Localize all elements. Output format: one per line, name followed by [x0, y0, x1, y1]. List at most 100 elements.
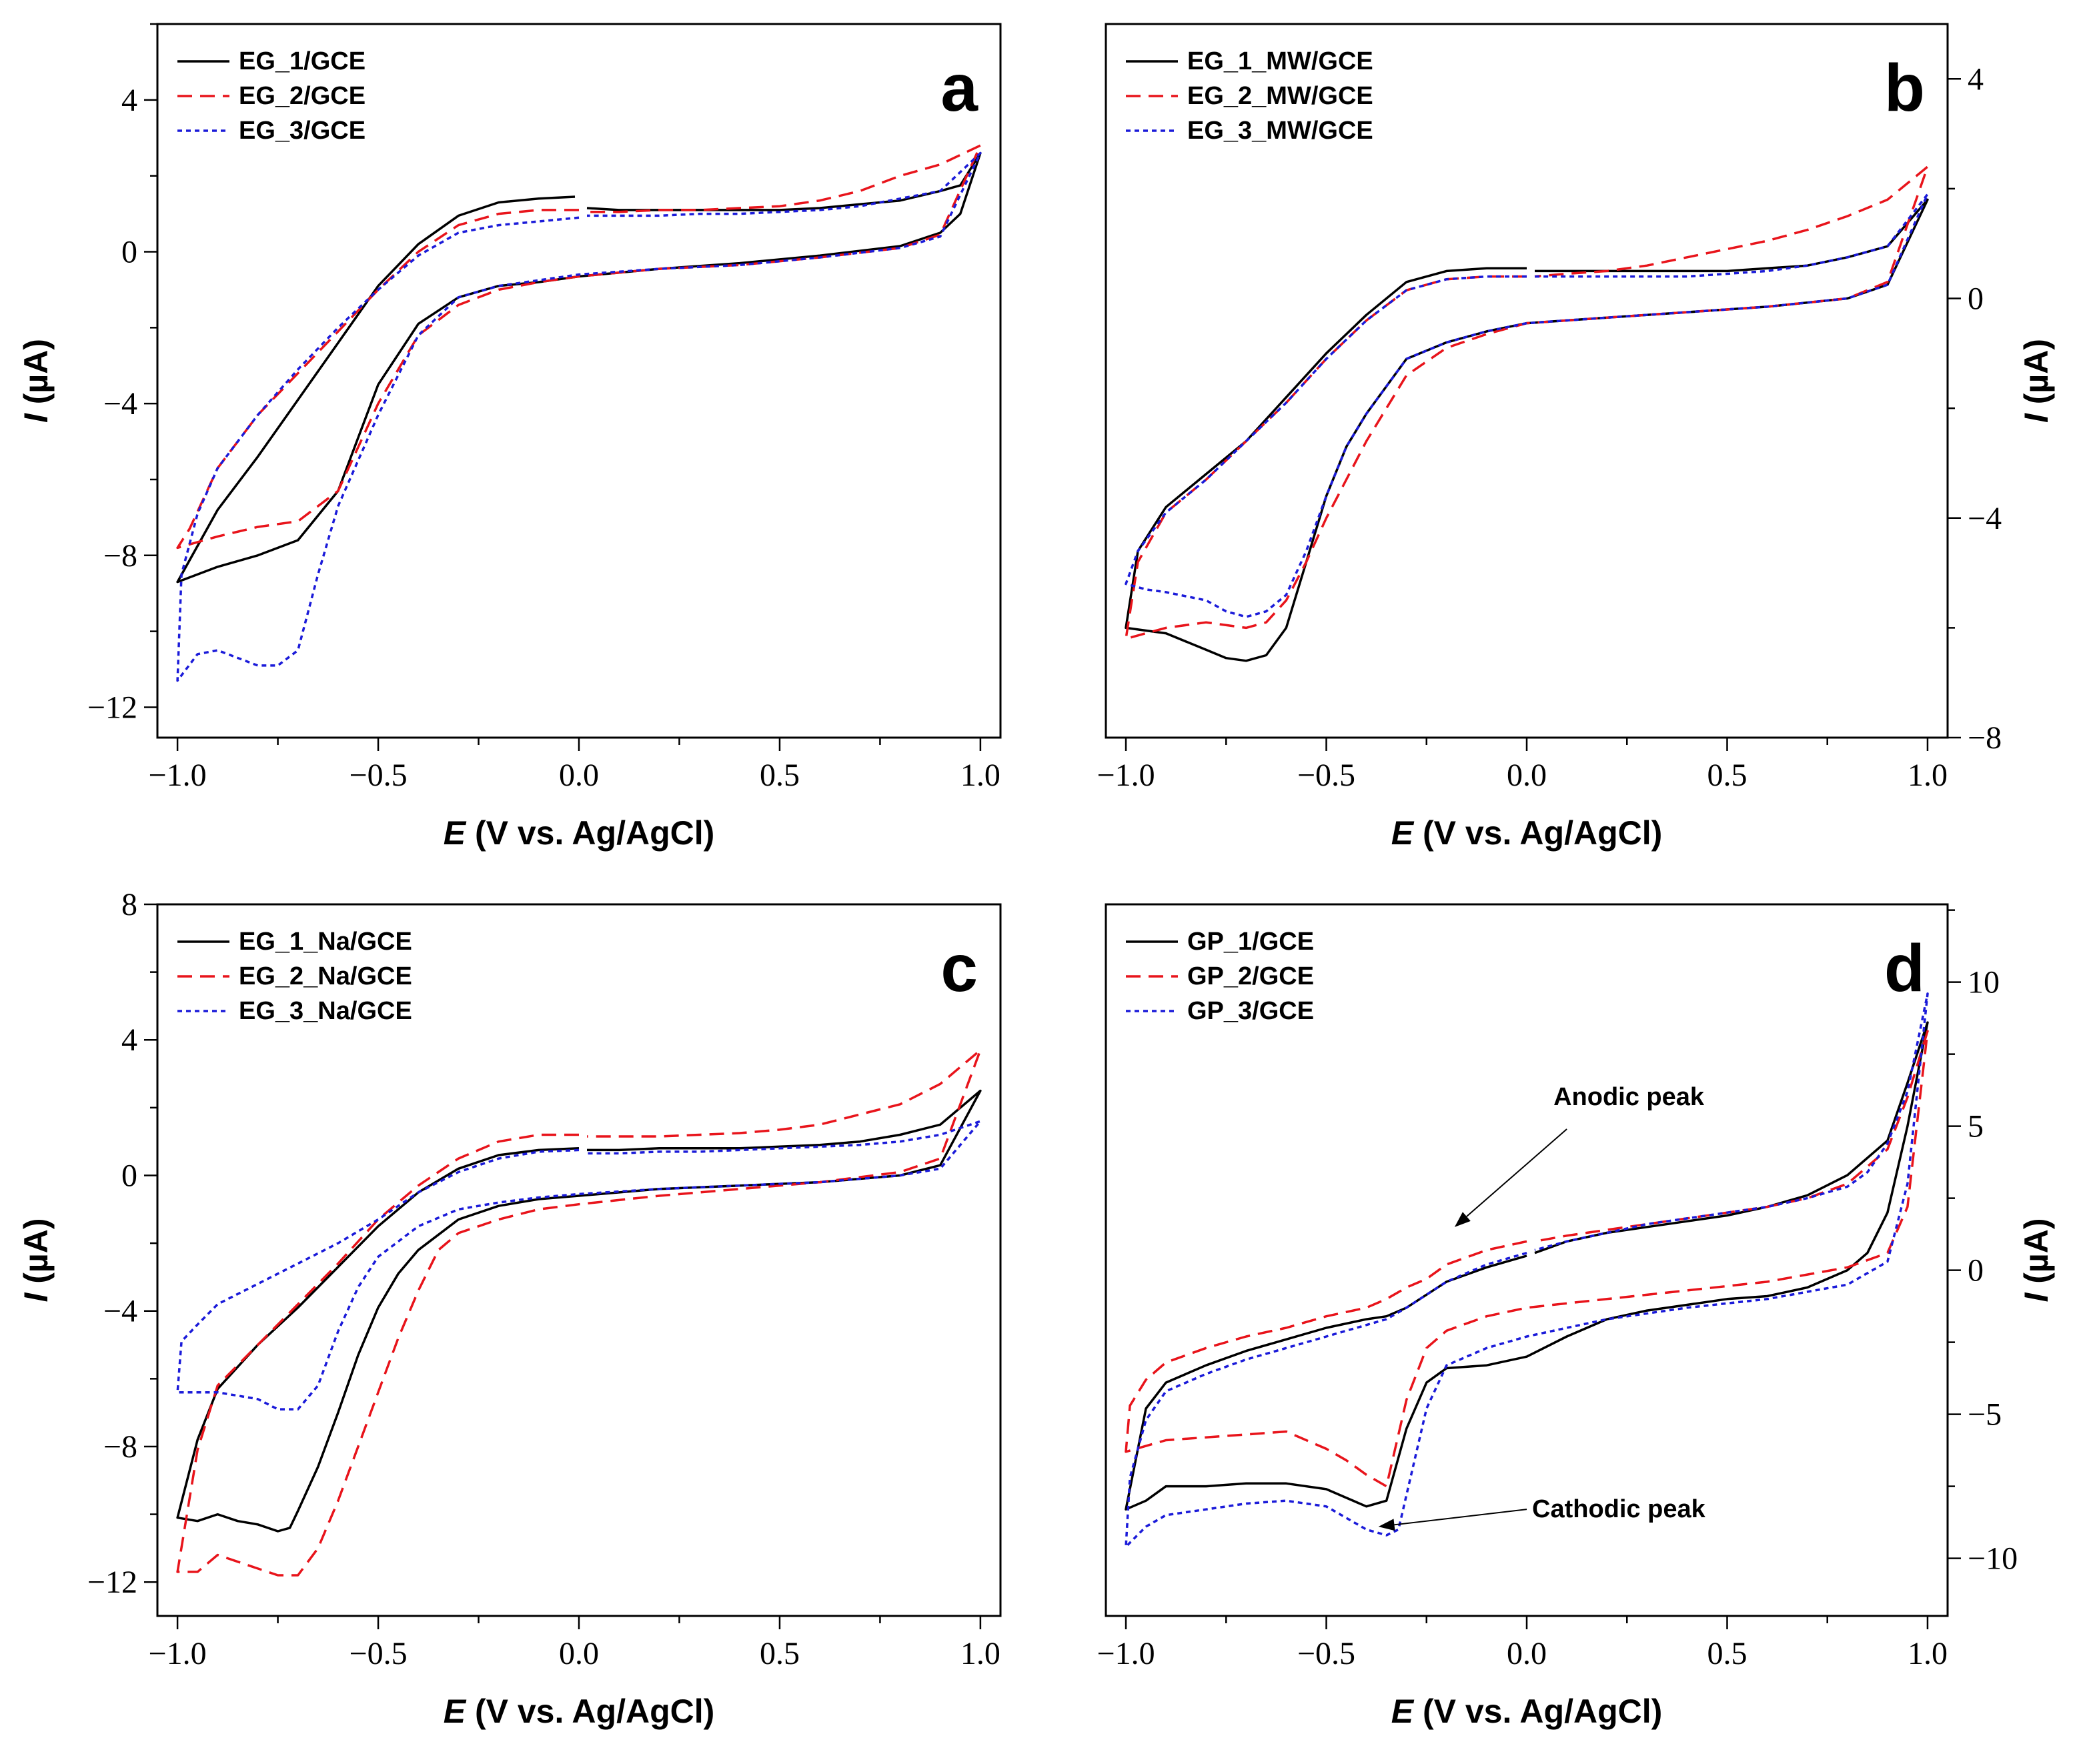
- y-tick-label: 4: [121, 1022, 137, 1058]
- series-line-eg-3-gce: [176, 151, 982, 682]
- y-axis-unit: (µA): [17, 1218, 55, 1292]
- legend-label: EG_3/GCE: [239, 117, 366, 145]
- x-tick-label: 0.0: [1507, 1636, 1547, 1671]
- x-axis-title: E (V vs. Ag/AgCl): [1391, 814, 1663, 852]
- x-tick-label: 0.0: [559, 1636, 599, 1671]
- y-tick-label: −8: [103, 538, 137, 574]
- x-tick-label: 0.5: [760, 1636, 800, 1671]
- y-axis-title: I (µA): [17, 1218, 55, 1302]
- x-axis-symbol: E: [1391, 814, 1415, 852]
- x-tick-label: 1.0: [1908, 758, 1948, 793]
- legend: EG_1_Na/GCE EG_2_Na/GCE EG_3_Na/GCE: [177, 928, 412, 1025]
- x-tick-label: 0.5: [1707, 758, 1747, 793]
- legend-label: EG_1/GCE: [239, 47, 366, 75]
- panel-d: −1.0 −0.5 0.0 0.5 1.0 −10 −5 0 5 10 E (V vs. Ag/Ag…: [1097, 903, 2055, 1730]
- x-tick-label: 0.5: [760, 758, 800, 793]
- legend-label: EG_3_Na/GCE: [239, 997, 412, 1025]
- annotation-arrowhead: [1454, 1212, 1471, 1227]
- legend: EG_1/GCE EG_2/GCE EG_3/GCE: [177, 47, 366, 145]
- y-axis-symbol: I: [17, 1292, 55, 1302]
- x-tick-label: 0.0: [559, 758, 599, 793]
- y-tick-label: −12: [87, 1565, 137, 1600]
- y-tick-label: 0: [1968, 1253, 1984, 1288]
- panel-letter: d: [1884, 931, 1925, 1006]
- y-tick-label: −4: [1968, 501, 2002, 536]
- legend-label: EG_2_Na/GCE: [239, 962, 412, 990]
- series-group: [176, 1048, 982, 1577]
- legend: EG_1_MW/GCE EG_2_MW/GCE EG_3_MW/GCE: [1126, 47, 1373, 145]
- series-line-gp-1-gce: [1125, 1021, 1929, 1511]
- y-tick-label: −4: [103, 1294, 137, 1329]
- x-tick-label: 1.0: [1908, 1636, 1948, 1671]
- y-tick-label: −8: [103, 1429, 137, 1465]
- x-axis-title: E (V vs. Ag/AgCl): [444, 1693, 715, 1730]
- x-tick-label: −1.0: [149, 758, 207, 793]
- series-line-gp-2-gce: [1125, 1030, 1929, 1488]
- legend-label: EG_2/GCE: [239, 82, 366, 110]
- y-axis-symbol: I: [17, 413, 55, 423]
- x-tick-label: −1.0: [1097, 758, 1155, 793]
- x-axis-unit: (V vs. Ag/AgCl): [466, 814, 714, 852]
- legend-label: EG_3_MW/GCE: [1187, 117, 1373, 145]
- x-tick-label: −0.5: [350, 758, 408, 793]
- x-tick-label: 1.0: [960, 1636, 1000, 1671]
- y-axis-unit: (µA): [17, 339, 55, 413]
- y-tick-label: 10: [1968, 965, 2000, 1000]
- x-tick-label: −1.0: [1097, 1636, 1155, 1671]
- y-tick-label: 0: [121, 1158, 137, 1193]
- series-line-eg-3-na-gce: [176, 1120, 982, 1411]
- x-tick-label: 0.0: [1507, 758, 1547, 793]
- series-line-eg-2-na-gce: [176, 1048, 982, 1577]
- legend: GP_1/GCE GP_2/GCE GP_3/GCE: [1126, 928, 1314, 1025]
- x-tick-label: −1.0: [149, 1636, 207, 1671]
- y-axis-unit: (µA): [2018, 1218, 2055, 1292]
- y-tick-label: 8: [121, 887, 137, 922]
- series-group: [176, 144, 982, 682]
- y-tick-label: 4: [121, 83, 137, 118]
- annotation-arrow: [1394, 1509, 1527, 1526]
- y-tick-label: 0: [1968, 281, 1984, 317]
- series-line-eg-1-na-gce: [176, 1089, 982, 1533]
- legend-label: EG_2_MW/GCE: [1187, 82, 1373, 110]
- x-axis-symbol: E: [444, 1693, 467, 1730]
- legend-label: EG_1_MW/GCE: [1187, 47, 1373, 75]
- panel-letter: a: [940, 51, 978, 125]
- legend-label: GP_1/GCE: [1187, 928, 1314, 956]
- panel-b: −1.0 −0.5 0.0 0.5 1.0 −8 −4 0 4 E (V vs. Ag/AgCl)…: [1097, 23, 2055, 852]
- series-group: [1125, 165, 1929, 662]
- x-axis-unit: (V vs. Ag/AgCl): [466, 1693, 714, 1730]
- x-axis-symbol: E: [1391, 1693, 1415, 1730]
- series-line-eg-2-gce: [176, 144, 982, 550]
- panel-a: −1.0 −0.5 0.0 0.5 1.0 −12 −8 −4 0 4 E (V vs. Ag/Ag…: [17, 23, 1002, 852]
- y-axis-symbol: I: [2018, 1292, 2055, 1302]
- x-axis-title: E (V vs. Ag/AgCl): [1391, 1693, 1663, 1730]
- series-line-eg-1-gce: [176, 151, 982, 584]
- panel-c: −1.0 −0.5 0.0 0.5 1.0 −12 −8 −4 0 4 8 E (V vs. Ag/A…: [17, 887, 1002, 1730]
- y-axis-title: I (µA): [17, 339, 55, 423]
- series-group: [1125, 992, 1929, 1549]
- y-tick-label: 5: [1968, 1109, 1984, 1144]
- y-tick-label: −4: [103, 386, 137, 421]
- x-axis-symbol: E: [444, 814, 467, 852]
- y-tick-label: −10: [1968, 1541, 2018, 1577]
- panel-letter: b: [1884, 51, 1925, 125]
- y-tick-label: −12: [87, 690, 137, 725]
- annotation-arrowhead: [1378, 1519, 1395, 1531]
- x-axis-unit: (V vs. Ag/AgCl): [1413, 1693, 1662, 1730]
- panel-letter: c: [940, 931, 978, 1006]
- legend-label: GP_3/GCE: [1187, 997, 1314, 1025]
- y-axis-title: I (µA): [2018, 1218, 2055, 1302]
- x-axis-title: E (V vs. Ag/AgCl): [444, 814, 715, 852]
- annotation-arrow: [1466, 1128, 1567, 1217]
- series-line-eg-3-mw-gce: [1125, 193, 1929, 618]
- x-tick-label: −0.5: [1297, 1636, 1355, 1671]
- legend-label: GP_2/GCE: [1187, 962, 1314, 990]
- y-tick-label: −5: [1968, 1397, 2002, 1433]
- y-tick-label: 4: [1968, 61, 1984, 97]
- x-axis-unit: (V vs. Ag/AgCl): [1413, 814, 1662, 852]
- y-axis-symbol: I: [2018, 413, 2055, 423]
- y-tick-label: −8: [1968, 720, 2002, 756]
- y-tick-label: 0: [121, 234, 137, 269]
- series-line-gp-3-gce: [1125, 992, 1929, 1549]
